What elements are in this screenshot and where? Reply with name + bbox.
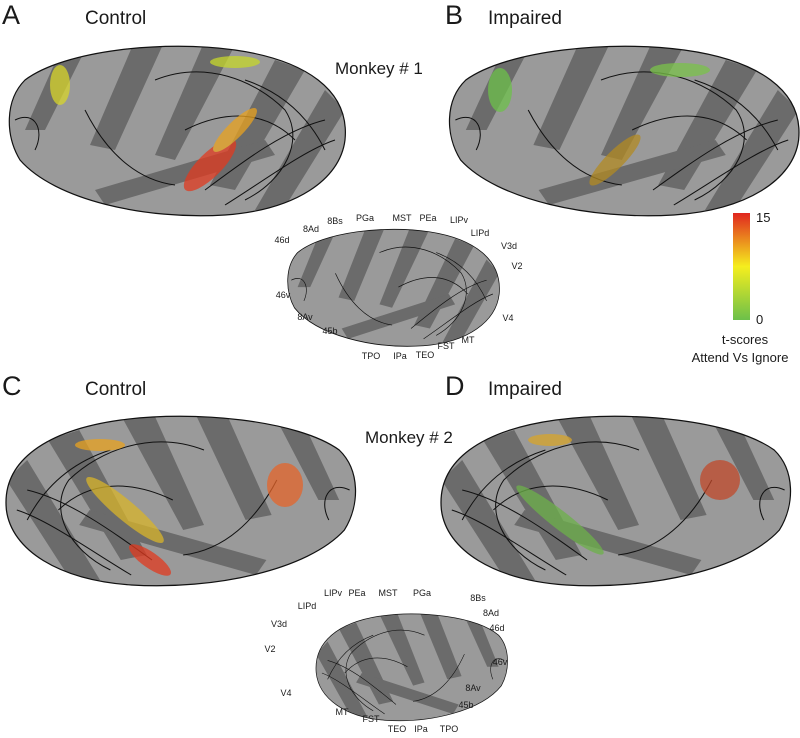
area-label: 8Av xyxy=(297,312,313,322)
area-label: LIPd xyxy=(298,601,317,611)
area-label: 46v xyxy=(276,290,291,300)
area-label: PGa xyxy=(356,213,374,223)
area-label: V4 xyxy=(502,313,513,323)
area-label: PEa xyxy=(348,588,365,598)
monkey-label: Monkey # 1 xyxy=(335,59,423,78)
monkey-label: Monkey # 2 xyxy=(365,428,453,447)
area-label: PGa xyxy=(413,588,431,598)
area-label: TPO xyxy=(440,724,459,733)
area-label: 8Av xyxy=(465,683,481,693)
colorbar-min: 0 xyxy=(756,312,763,327)
area-label: IPa xyxy=(414,724,428,733)
area-label: 8Bs xyxy=(327,216,343,226)
area-label: MT xyxy=(336,707,349,717)
area-label: 46d xyxy=(274,235,289,245)
area-label: IPa xyxy=(393,351,407,361)
brain-surface xyxy=(6,410,356,586)
panel-letter: D xyxy=(445,371,465,401)
area-label: TEO xyxy=(388,724,407,733)
area-label: PEa xyxy=(419,213,436,223)
area-label: LIPd xyxy=(471,228,490,238)
area-label: 46d xyxy=(489,623,504,633)
area-label: 8Ad xyxy=(483,608,499,618)
panel-title: Impaired xyxy=(488,379,562,400)
area-label: V3d xyxy=(501,241,517,251)
brain-surface xyxy=(441,410,791,586)
area-label: LIPv xyxy=(450,215,469,225)
area-label: FST xyxy=(438,341,456,351)
colorbar-label: t-scores xyxy=(722,332,769,347)
brain-surface xyxy=(449,40,799,216)
area-label: MT xyxy=(462,335,475,345)
area-label: LIPv xyxy=(324,588,343,598)
panel-title: Control xyxy=(85,8,146,29)
area-label: V3d xyxy=(271,619,287,629)
panel-letter: A xyxy=(2,0,20,30)
area-label: 45b xyxy=(458,700,473,710)
colorbar-sublabel: Attend Vs Ignore xyxy=(692,350,789,365)
area-label: 8Bs xyxy=(470,593,486,603)
area-label: TEO xyxy=(416,350,435,360)
atlas-brain xyxy=(288,225,500,346)
colorbar-max: 15 xyxy=(756,210,770,225)
area-label: V4 xyxy=(280,688,291,698)
colorbar xyxy=(733,213,750,320)
area-label: 8Ad xyxy=(303,224,319,234)
area-label: 46v xyxy=(493,657,508,667)
area-label: MST xyxy=(393,213,413,223)
area-label: MST xyxy=(379,588,399,598)
area-label: 45b xyxy=(322,326,337,336)
area-label: FST xyxy=(363,714,381,724)
area-label: V2 xyxy=(264,644,275,654)
panel-letter: B xyxy=(445,0,463,30)
activation-overlay xyxy=(50,56,740,576)
panel-letter: C xyxy=(2,371,22,401)
panel-title: Impaired xyxy=(488,8,562,29)
area-label: TPO xyxy=(362,351,381,361)
panel-title: Control xyxy=(85,379,146,400)
atlas-brain xyxy=(316,610,508,721)
area-label: V2 xyxy=(511,261,522,271)
